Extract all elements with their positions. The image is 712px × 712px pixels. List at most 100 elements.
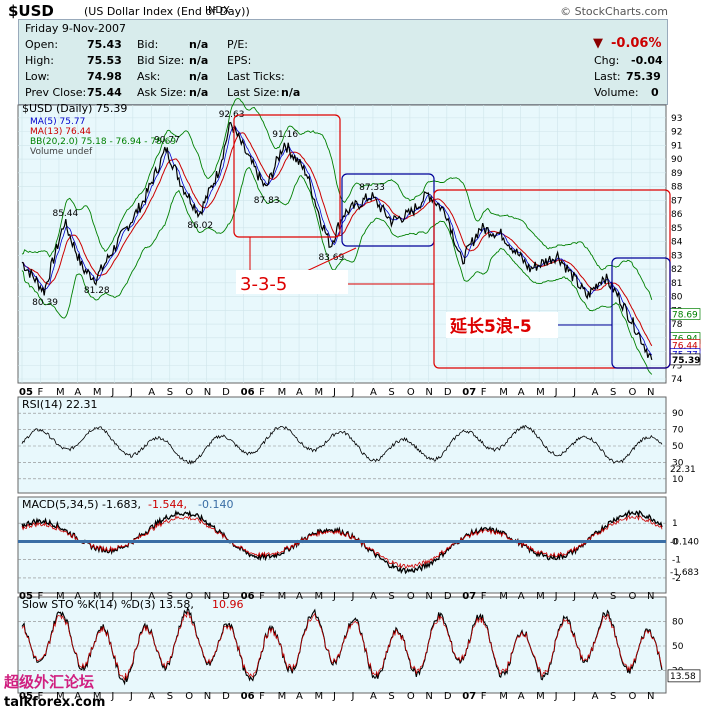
x-tick-label: 06 — [241, 591, 255, 602]
x-tick-label: M — [93, 591, 102, 602]
x-tick-label: M — [536, 691, 545, 702]
x-tick-label: S — [388, 591, 394, 602]
price-tick-label: 92 — [671, 128, 682, 138]
price-tick-label: 93 — [671, 114, 682, 124]
macd-tick-label: -2 — [672, 574, 681, 584]
x-tick-label: S — [167, 691, 173, 702]
price-tick-label: 81 — [671, 279, 682, 289]
x-tick-label: F — [259, 691, 265, 702]
x-axis-ticks: 050505FFFMMMAAAMMMJJJJJJAAASSSOOONNNDDD0… — [19, 387, 654, 702]
wave-box-red-1 — [233, 114, 341, 238]
x-tick-label: A — [592, 691, 599, 702]
price-tick-label: 84 — [671, 238, 683, 248]
symbol-name: (US Dollar Index (End of Day)) — [84, 5, 250, 18]
x-tick-label: A — [296, 591, 303, 602]
price-annotation: 86.02 — [187, 221, 213, 231]
x-tick-label: M — [499, 691, 508, 702]
sto-last-label: 13.58 — [670, 672, 696, 682]
macd-label-a: MACD(5,34,5) -1.683, — [22, 498, 141, 511]
macd-label-c: -0.140 — [198, 498, 233, 511]
x-tick-label: A — [74, 387, 81, 398]
value-annotations: 80.39 85.44 81.28 90.77 86.02 92.63 87.83 91.16… — [32, 110, 385, 308]
x-tick-label: M — [315, 591, 324, 602]
x-tick-label: F — [259, 591, 265, 602]
x-tick-label: N — [204, 591, 211, 602]
x-tick-label: S — [388, 387, 394, 398]
x-tick-label: 05 — [19, 591, 33, 602]
exchange-label: INDX — [205, 5, 230, 16]
brand-label[interactable]: © StockCharts.com — [560, 5, 668, 18]
lastsize-value: n/a — [281, 86, 301, 99]
x-tick-label: J — [332, 591, 336, 602]
x-tick-label: O — [629, 691, 637, 702]
pe-label: P/E: — [227, 38, 248, 51]
x-tick-label: S — [610, 387, 616, 398]
x-tick-label: F — [481, 591, 487, 602]
macd-tick-label: 0 — [672, 537, 678, 547]
x-tick-label: M — [536, 591, 545, 602]
x-tick-label: A — [148, 387, 155, 398]
x-tick-label: M — [499, 387, 508, 398]
ma13-line — [21, 132, 653, 347]
ask-label: Ask: — [137, 70, 161, 83]
macd-tick-label: 1 — [672, 519, 678, 529]
last-value: 75.39 — [626, 70, 661, 83]
x-tick-label: N — [425, 591, 432, 602]
x-tick-label: M — [93, 387, 102, 398]
legend-ma5: MA(5) 75.77 — [30, 117, 85, 127]
prev-value: 75.44 — [87, 86, 122, 99]
wave2-label-bg — [446, 312, 558, 338]
x-tick-label: O — [629, 591, 637, 602]
rsi-line — [21, 424, 663, 465]
macd-panel — [17, 496, 667, 594]
x-tick-label: O — [407, 591, 415, 602]
x-tick-label: D — [222, 387, 230, 398]
x-tick-label: A — [74, 591, 81, 602]
high-value: 75.53 — [87, 54, 122, 67]
x-tick-label: F — [481, 691, 487, 702]
rsi-label: RSI(14) 22.31 — [22, 398, 97, 411]
bid-value: n/a — [189, 38, 209, 51]
prev-label: Prev Close: — [25, 86, 87, 99]
x-tick-label: N — [425, 691, 432, 702]
x-tick-label: J — [350, 591, 354, 602]
x-tick-label: M — [278, 591, 287, 602]
price-tick-label: 85 — [671, 224, 682, 234]
price-tick-label: 80 — [671, 293, 683, 303]
quote-date: Friday 9-Nov-2007 — [25, 22, 126, 35]
sto-tick-label: 50 — [672, 642, 684, 652]
x-tick-label: M — [499, 591, 508, 602]
x-tick-label: M — [315, 387, 324, 398]
x-tick-label: J — [110, 591, 114, 602]
rsi-tick-label: 50 — [672, 442, 684, 452]
x-tick-label: A — [370, 591, 377, 602]
price-annotation: 83.69 — [318, 253, 344, 263]
x-tick-label: O — [185, 591, 193, 602]
x-tick-label: J — [129, 591, 133, 602]
price-annotation: 85.44 — [52, 209, 78, 219]
ask-value: n/a — [189, 70, 209, 83]
x-tick-label: 05 — [19, 691, 33, 702]
x-tick-label: F — [37, 691, 43, 702]
x-tick-label: J — [554, 691, 558, 702]
x-tick-label: 06 — [241, 691, 255, 702]
x-tick-label: 05 — [19, 387, 33, 398]
x-tick-label: M — [56, 387, 65, 398]
price-annotation: 81.28 — [84, 286, 110, 296]
indicator-series: 103050709022.31-2-101-1.683-0.1402050801… — [18, 409, 701, 686]
quote-panel: Friday 9-Nov-2007 Open: 75.43 High: 75.5… — [18, 19, 668, 105]
x-tick-label: O — [185, 691, 193, 702]
legend-ma13: MA(13) 76.44 — [30, 127, 91, 137]
macd-tick-label: -1 — [672, 556, 681, 566]
macd-hist-label: -0.140 — [670, 537, 699, 547]
x-tick-label: 07 — [462, 591, 476, 602]
x-tick-label: S — [388, 691, 394, 702]
x-tick-label: J — [332, 387, 336, 398]
price-annotation: 92.63 — [219, 110, 245, 120]
price-tick-label: 90 — [671, 155, 683, 165]
open-label: Open: — [25, 38, 59, 51]
x-tick-label: A — [518, 591, 525, 602]
bb-lower — [21, 166, 653, 375]
